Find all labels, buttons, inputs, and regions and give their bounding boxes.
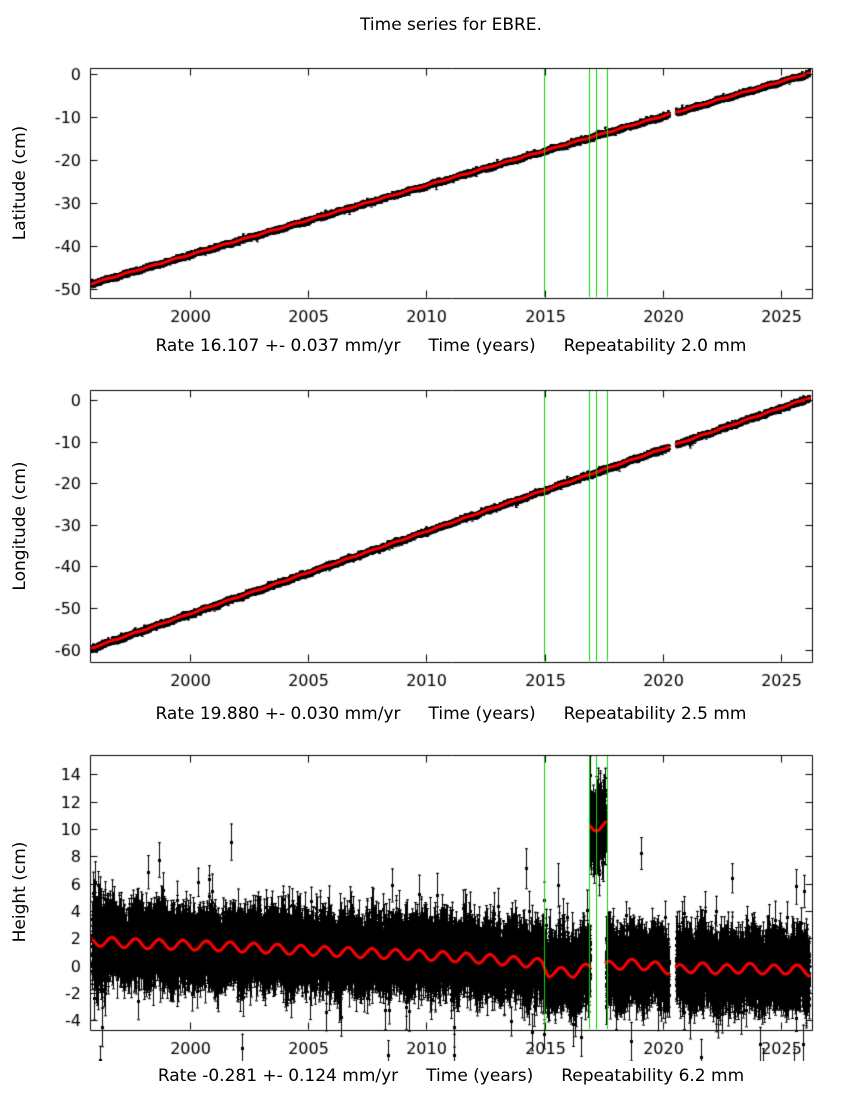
height-rate-label: Rate -0.281 +- 0.124 mm/yr bbox=[157, 1066, 399, 1086]
longitude-repeatability-label: Repeatability 2.5 mm bbox=[563, 704, 747, 724]
latitude-plot bbox=[40, 56, 830, 328]
height-repeatability-label: Repeatability 6.2 mm bbox=[561, 1066, 745, 1086]
longitude-caption: Rate 19.880 +- 0.030 mm/yr Time (years) … bbox=[90, 704, 812, 724]
latitude-axis-label: Latitude (cm) bbox=[10, 125, 30, 241]
height-caption: Rate -0.281 +- 0.124 mm/yr Time (years) … bbox=[90, 1066, 812, 1086]
longitude-rate-label: Rate 19.880 +- 0.030 mm/yr bbox=[155, 704, 401, 724]
longitude-plot bbox=[40, 378, 830, 692]
height-axis-label: Height (cm) bbox=[10, 841, 30, 943]
latitude-rate-label: Rate 16.107 +- 0.037 mm/yr bbox=[155, 336, 401, 356]
longitude-axis-label: Longitude (cm) bbox=[10, 461, 30, 591]
x-axis-label: Time (years) bbox=[428, 336, 536, 356]
latitude-caption: Rate 16.107 +- 0.037 mm/yr Time (years) … bbox=[90, 336, 812, 356]
x-axis-label: Time (years) bbox=[428, 704, 536, 724]
height-plot bbox=[40, 743, 830, 1061]
page-title: Time series for EBRE. bbox=[360, 15, 542, 35]
latitude-repeatability-label: Repeatability 2.0 mm bbox=[563, 336, 747, 356]
x-axis-label: Time (years) bbox=[426, 1066, 534, 1086]
